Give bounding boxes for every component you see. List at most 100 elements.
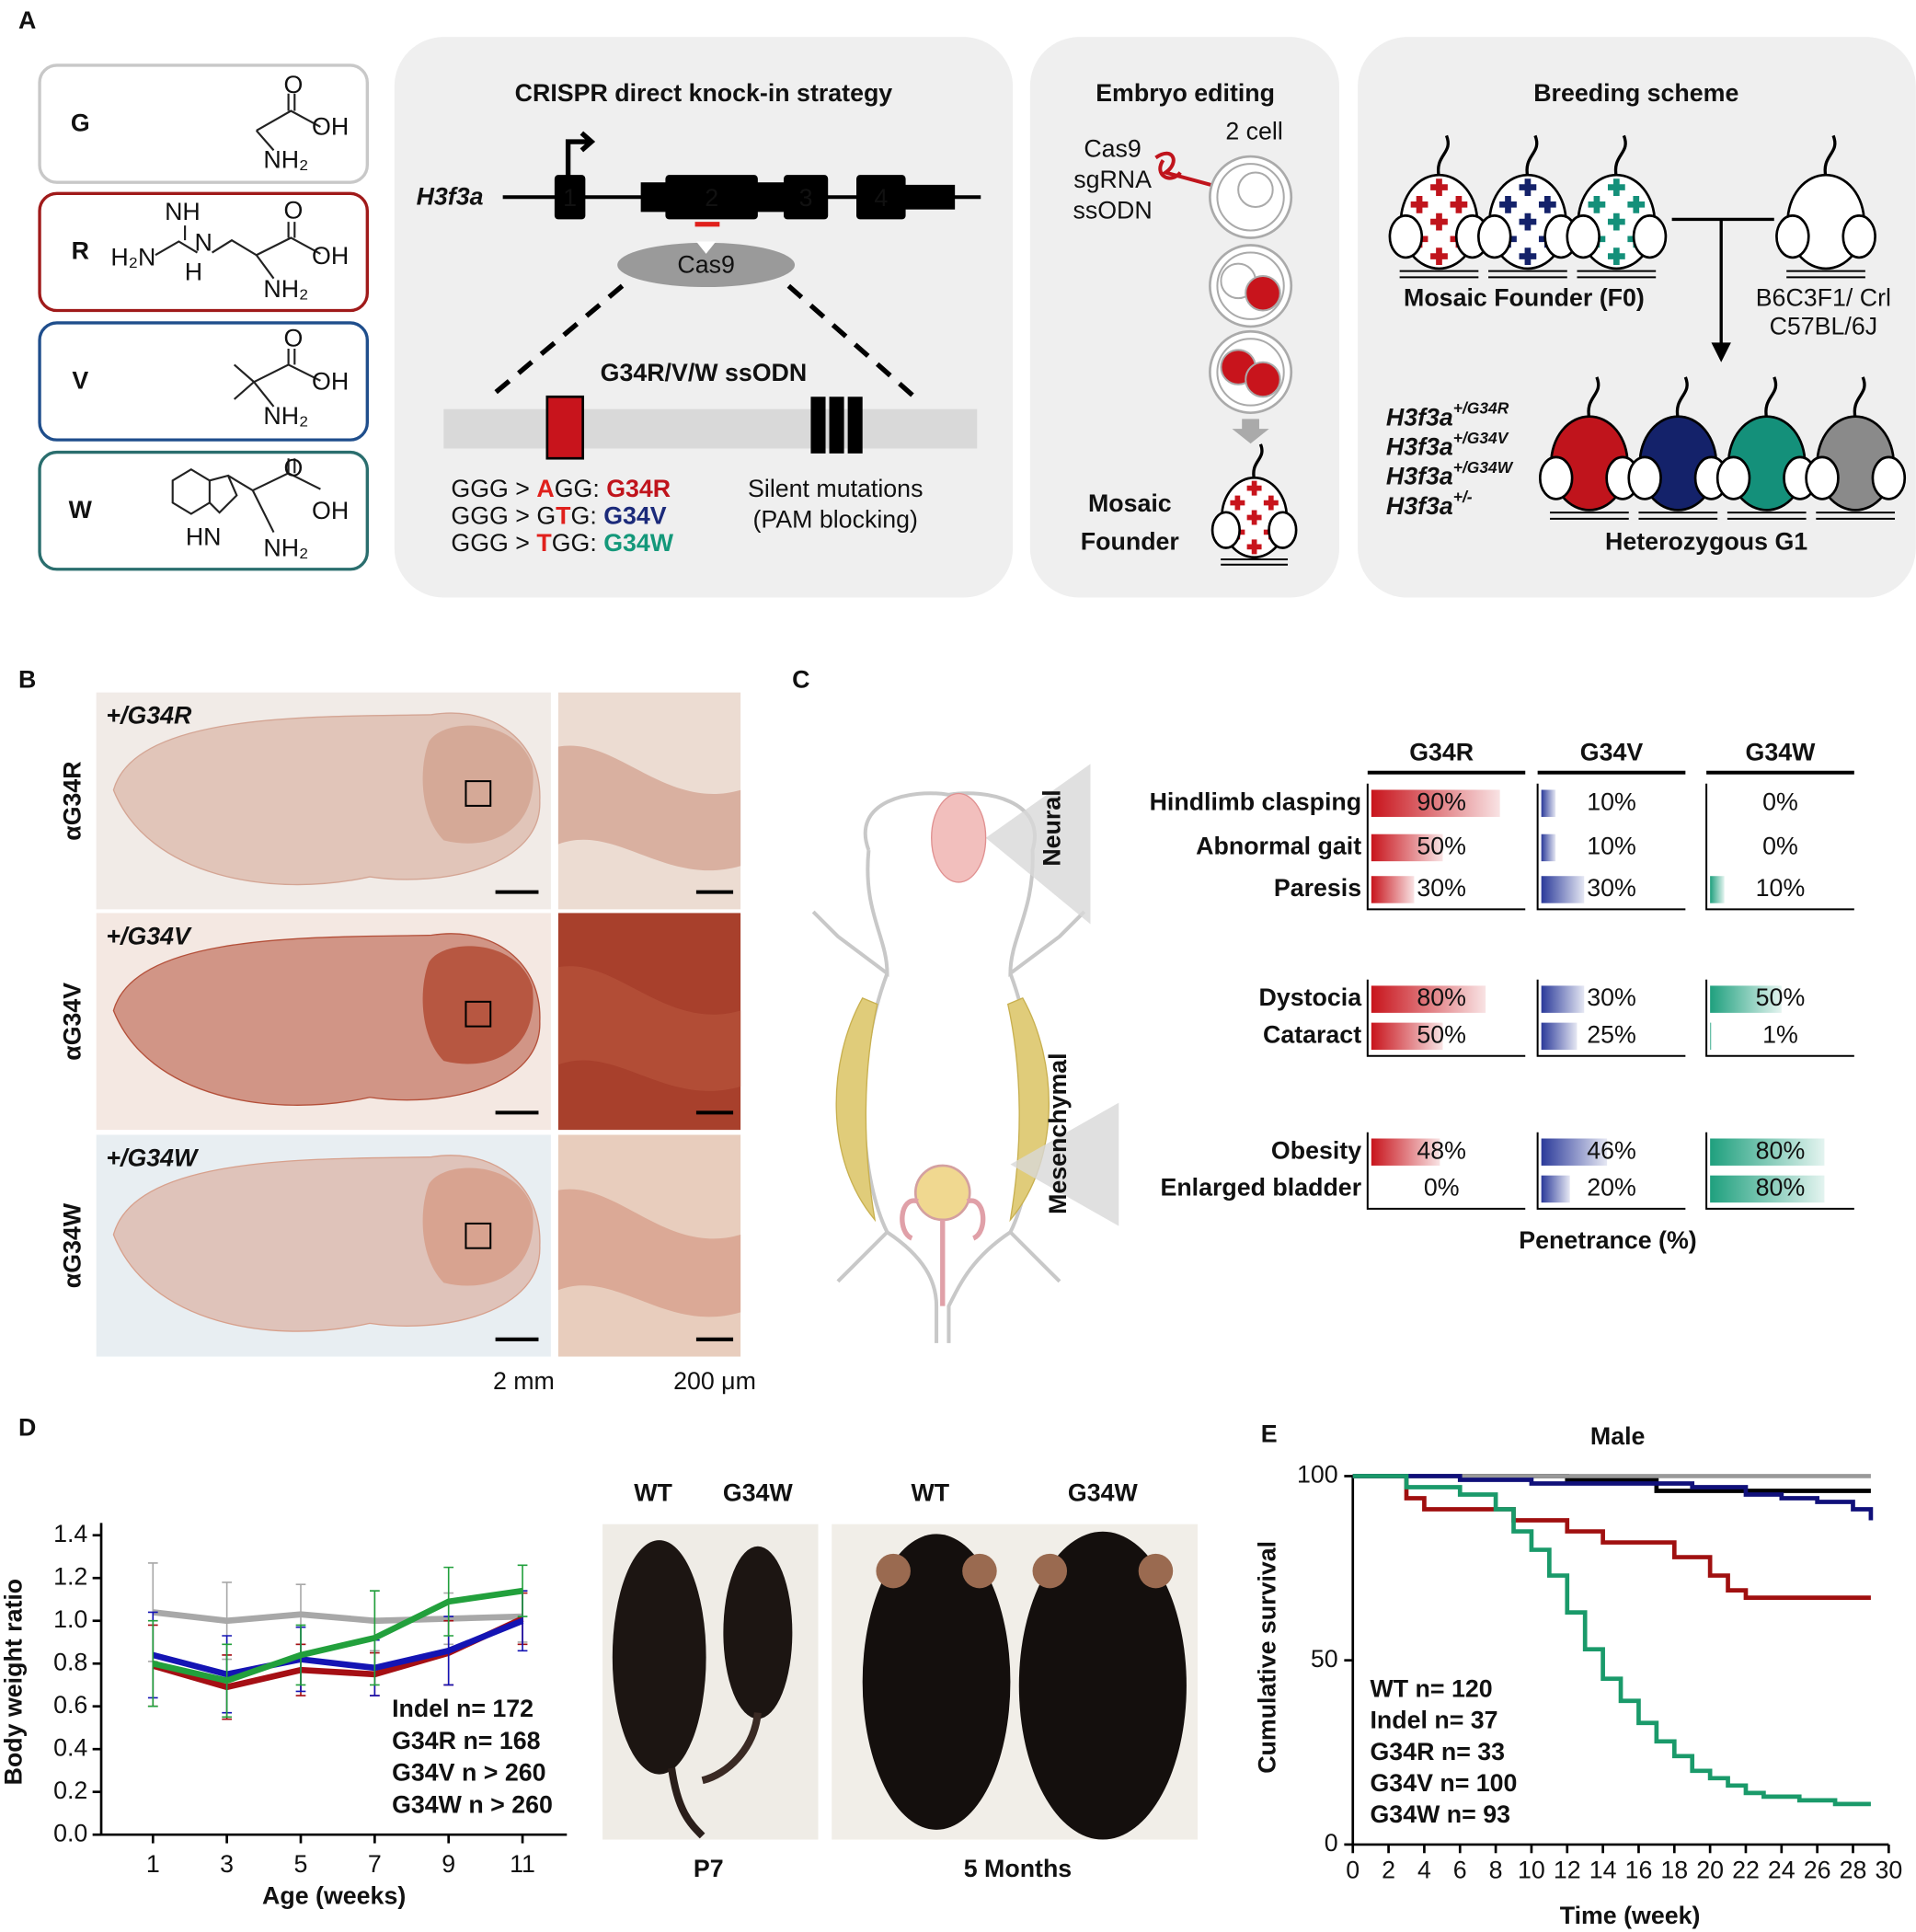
value-label: 50% [1417,833,1466,860]
mouse-ear [1477,214,1512,259]
adult-mouse [862,1534,1011,1830]
atom-label: N [195,228,212,256]
value-label: 30% [1587,874,1636,902]
atom-label: NH₂ [263,275,308,303]
y-tick-label: 1.4 [53,1520,87,1547]
atom-label: NH₂ [263,402,308,430]
atom-label: HN [186,523,222,550]
pup [612,1540,706,1775]
blastomere [1245,274,1281,312]
allele-part: +/- [1453,488,1473,506]
survival-curve [1352,1474,1871,1600]
mouse-ear [1805,455,1840,500]
group-frame [1536,783,1686,911]
penetrance-bar [1371,876,1415,903]
y-tick-label: 0.4 [53,1733,87,1761]
x-tick-label: 30 [1875,1856,1902,1883]
x-tick-label: 5 [294,1850,308,1878]
strain-label: B6C3F1/ Crl [1756,284,1891,312]
x-tick-label: 18 [1660,1856,1688,1883]
result-label: Mosaic [1088,489,1172,517]
mutation-part: G34V [603,502,667,530]
pup [723,1546,793,1719]
row-label: Obesity [1271,1136,1361,1164]
cerebellum [422,725,533,844]
group-frame [1705,1132,1854,1210]
x-tick-label: 28 [1840,1856,1867,1883]
atom-label: OH [312,368,349,396]
atom-label: O [284,454,304,481]
mutation-part: GG: [555,475,607,502]
gene-name: H3f3a [417,183,484,211]
group-frame [1705,783,1854,911]
value-label: 1% [1762,1020,1798,1048]
structure-bonds [255,93,321,152]
x-tick-label: 24 [1768,1856,1796,1883]
column-header: G34W [1746,739,1817,766]
x-tick-label: 14 [1589,1856,1617,1883]
silent-label: (PAM blocking) [752,506,917,534]
donor-bar [443,408,978,449]
genotype-label: H3f3a+/G34V [1386,428,1509,460]
amino-acid-letter: G [71,109,90,136]
value-label: 80% [1756,1173,1806,1201]
y-tick-label: 0.6 [53,1691,87,1719]
value-label: 80% [1756,1136,1806,1164]
x-tick-label: 7 [368,1850,382,1878]
genotype-tag: +/G34V [106,922,192,949]
row-label: Paresis [1274,874,1361,902]
value-label: 0% [1762,833,1798,860]
column-header: G34R [1409,739,1474,766]
mosaic-cross [1430,178,1448,196]
granule-layer [557,966,741,1091]
survival-curve [1352,1474,1871,1807]
value-label: 10% [1587,833,1636,860]
mosaic-cross [1607,247,1625,265]
value-label: 50% [1417,1020,1466,1048]
penetrance-bar [1710,1022,1712,1051]
mouse-tail [1764,376,1778,420]
scale-label: 200 μm [673,1367,756,1395]
pup-tail [668,1767,706,1839]
antibody-label: αG34W [59,1202,86,1288]
exon [554,175,586,220]
y-tick-label: 0.8 [53,1648,87,1675]
mosaic-cross [1607,213,1625,231]
ear [1138,1553,1174,1589]
value-label: 25% [1587,1020,1636,1048]
exon [783,175,829,220]
x-tick-label: 8 [1489,1856,1503,1883]
allele-part: +/G34R [1453,398,1509,417]
group-frame [1536,1132,1686,1210]
cas9-label: Cas9 [677,250,734,278]
amino-acid-letter: V [72,366,88,394]
mouse-ear [1268,511,1298,549]
group-frame [1366,783,1526,911]
legend-entry: G34V n= 100 [1370,1769,1517,1797]
group-frame [1366,1132,1526,1210]
gene-part: H3f3a [1386,403,1453,431]
mutation-part: GGG > [451,475,536,502]
y-tick-label: 0 [1325,1829,1338,1857]
cas9-notch [695,241,717,254]
granule-layer [557,745,741,871]
value-label: 90% [1417,788,1466,815]
bladder [913,1164,971,1222]
region-label: Mesenchymal [1044,1052,1072,1214]
x-tick-label: 1 [146,1850,160,1878]
ear [876,1553,911,1589]
x-tick-label: 9 [442,1850,455,1878]
mosaic-cross [1627,195,1646,213]
allele-part: +/G34V [1453,428,1509,446]
y-tick-label: 50 [1311,1645,1338,1673]
x-tick-label: 12 [1554,1856,1581,1883]
mosaic-cross [1263,495,1279,511]
mosaic-cross [1588,195,1606,213]
mouse-tail [1525,134,1539,178]
strain-label: C57BL/6J [1770,312,1878,339]
age-label: 5 Months [964,1855,1072,1882]
cross-lines [1671,217,1774,345]
penetrance-bar [1541,876,1585,903]
y-tick-label: 0.0 [53,1819,87,1846]
penetrance-bar [1710,985,1782,1013]
